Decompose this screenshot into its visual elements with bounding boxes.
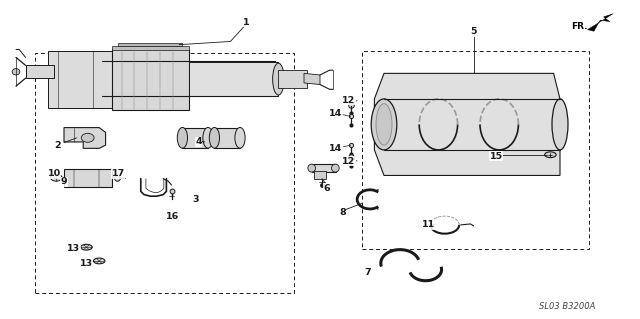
Polygon shape (26, 65, 54, 78)
Text: 17: 17 (112, 169, 125, 178)
Text: 3: 3 (192, 195, 198, 204)
Bar (35, 53, 294, 293)
Ellipse shape (177, 128, 188, 148)
Text: 11: 11 (422, 220, 435, 229)
Text: 4: 4 (195, 137, 202, 146)
Ellipse shape (376, 104, 392, 145)
Ellipse shape (371, 99, 397, 150)
Ellipse shape (93, 258, 105, 264)
Text: 10: 10 (48, 169, 61, 178)
Polygon shape (304, 73, 320, 85)
Polygon shape (214, 128, 240, 148)
Polygon shape (112, 46, 189, 50)
Polygon shape (314, 171, 326, 179)
Text: 13: 13 (67, 244, 80, 253)
Text: 8: 8 (339, 208, 346, 217)
Text: 14: 14 (330, 144, 342, 153)
Polygon shape (374, 73, 560, 175)
Ellipse shape (51, 174, 62, 181)
Polygon shape (278, 70, 307, 88)
Ellipse shape (332, 164, 339, 172)
Polygon shape (189, 62, 278, 96)
Text: 5: 5 (470, 27, 477, 36)
Ellipse shape (209, 128, 220, 148)
Text: 2: 2 (54, 141, 61, 150)
Polygon shape (118, 43, 182, 46)
Text: 7: 7 (365, 268, 371, 277)
Ellipse shape (273, 63, 284, 95)
Text: 14: 14 (330, 109, 342, 118)
Ellipse shape (545, 152, 556, 158)
Ellipse shape (235, 128, 245, 148)
Polygon shape (182, 128, 208, 148)
Text: 16: 16 (166, 212, 179, 221)
Polygon shape (102, 61, 275, 96)
Text: 9: 9 (61, 177, 67, 186)
Polygon shape (312, 164, 336, 172)
Polygon shape (64, 169, 112, 187)
Text: 15: 15 (490, 152, 502, 161)
Ellipse shape (81, 133, 94, 142)
Text: SL03 B3200A: SL03 B3200A (539, 302, 595, 311)
Ellipse shape (81, 244, 92, 250)
Polygon shape (588, 14, 613, 31)
Text: FR.: FR. (572, 22, 588, 31)
Text: 1: 1 (243, 18, 250, 27)
Text: 13: 13 (80, 259, 93, 268)
Text: 12: 12 (342, 157, 355, 166)
Ellipse shape (12, 69, 20, 75)
Ellipse shape (308, 164, 316, 172)
Polygon shape (112, 49, 189, 110)
Ellipse shape (203, 128, 213, 148)
Polygon shape (64, 128, 106, 148)
Text: 6: 6 (323, 184, 330, 193)
Ellipse shape (552, 99, 568, 150)
Bar (362, 51, 589, 249)
Polygon shape (48, 51, 112, 108)
Text: 12: 12 (342, 96, 355, 105)
